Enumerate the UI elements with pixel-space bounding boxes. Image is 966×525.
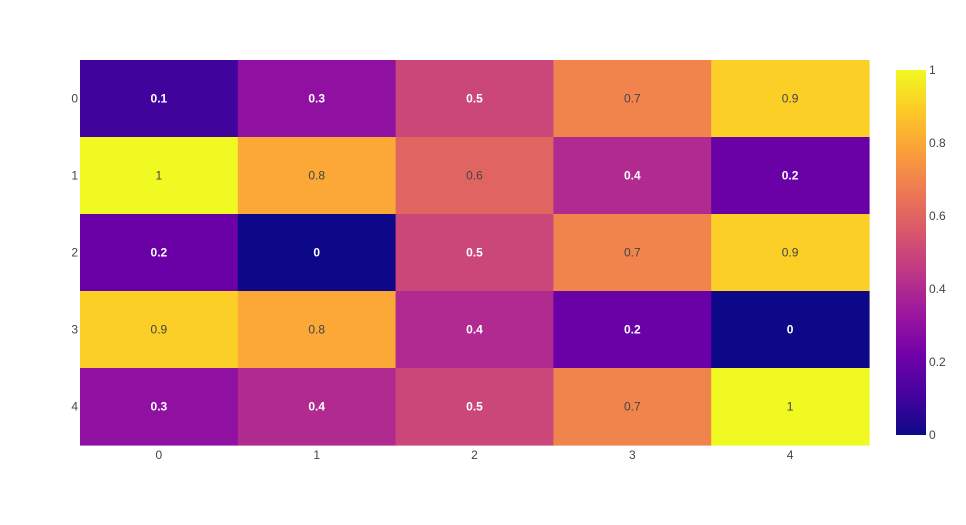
heatmap-cell — [395, 60, 554, 138]
cell-value-label: 0.9 — [782, 246, 799, 260]
cell-value-label: 0.5 — [466, 92, 483, 106]
heatmap-cell — [395, 214, 554, 292]
cell-value-label: 1 — [156, 169, 163, 183]
heatmap-cell — [395, 137, 554, 215]
colorbar-ticks: 0 0.2 0.4 0.6 0.8 1 — [929, 63, 946, 442]
colorbar-tick-label: 1 — [929, 63, 936, 77]
heatmap-cell — [553, 214, 712, 292]
cell-value-label: 0.9 — [151, 323, 168, 337]
heatmap-cell — [80, 291, 239, 369]
cell-value-label: 1 — [787, 400, 794, 414]
cell-value-label: 0.3 — [151, 400, 168, 414]
cell-value-label: 0.9 — [782, 92, 799, 106]
colorbar-tick-label: 0.8 — [929, 136, 946, 150]
heatmap-cell — [395, 291, 554, 369]
x-tick-label: 1 — [313, 448, 320, 462]
colorbar-tick-label: 0.2 — [929, 355, 946, 369]
heatmap-cell — [711, 137, 870, 215]
cell-value-label: 0.7 — [624, 92, 641, 106]
cell-value-label: 0.4 — [466, 323, 483, 337]
y-tick-label: 2 — [71, 246, 78, 260]
heatmap-cell — [237, 291, 397, 369]
cell-value-label: 0 — [787, 323, 794, 337]
heatmap-cell — [80, 137, 239, 215]
heatmap-cell — [237, 368, 397, 446]
y-tick-label: 4 — [71, 400, 78, 414]
heatmap-cell — [711, 368, 870, 446]
cell-value-label: 0.6 — [466, 169, 483, 183]
cell-value-label: 0.7 — [624, 400, 641, 414]
heatmap-cell — [237, 137, 397, 215]
y-tick-label: 1 — [71, 169, 78, 183]
heatmap-cell — [237, 214, 397, 292]
heatmap-cell — [395, 368, 554, 446]
cell-value-label: 0.2 — [624, 323, 641, 337]
heatmap-cell — [711, 60, 870, 138]
cell-value-label: 0.8 — [308, 169, 325, 183]
x-tick-label: 3 — [629, 448, 636, 462]
colorbar-tick-label: 0.4 — [929, 282, 946, 296]
heatmap-cell — [711, 291, 870, 369]
y-tick-label: 3 — [71, 323, 78, 337]
cell-value-label: 0.3 — [308, 92, 325, 106]
x-tick-label: 0 — [156, 448, 163, 462]
cell-value-label: 0.8 — [308, 323, 325, 337]
x-tick-label: 2 — [471, 448, 478, 462]
y-tick-label: 0 — [71, 92, 78, 106]
cell-value-label: 0.1 — [151, 92, 168, 106]
cell-value-label: 0.7 — [624, 246, 641, 260]
cell-value-label: 0.2 — [782, 169, 799, 183]
heatmap-cell — [80, 60, 239, 138]
heatmap-cell — [553, 60, 712, 138]
colorbar-tick-label: 0 — [929, 428, 936, 442]
x-axis-ticks: 0 1 2 3 4 — [156, 448, 794, 462]
heatmap-cell — [80, 214, 239, 292]
heatmap-cell — [80, 368, 239, 446]
cell-value-label: 0.4 — [624, 169, 641, 183]
cell-value-label: 0 — [313, 246, 320, 260]
cell-value-label: 0.5 — [466, 246, 483, 260]
colorbar-tick-label: 0.6 — [929, 209, 946, 223]
colorbar — [896, 70, 926, 435]
cell-value-label: 0.5 — [466, 400, 483, 414]
heatmap-cell — [553, 291, 712, 369]
heatmap-cell — [237, 60, 397, 138]
cell-value-label: 0.2 — [151, 246, 168, 260]
heatmap-cell — [553, 368, 712, 446]
heatmap-cell — [553, 137, 712, 215]
heatmap-cell-labels: 0.1 0.3 0.5 0.7 0.9 1 0.8 0.6 0.4 0.2 0.2 0 0.5 0.7 0.… — [151, 92, 799, 414]
cell-value-label: 0.4 — [308, 400, 325, 414]
y-axis-ticks: 0 1 2 3 4 — [71, 92, 78, 414]
heatmap-cells — [80, 60, 870, 446]
x-tick-label: 4 — [787, 448, 794, 462]
heatmap-cell — [711, 214, 870, 292]
